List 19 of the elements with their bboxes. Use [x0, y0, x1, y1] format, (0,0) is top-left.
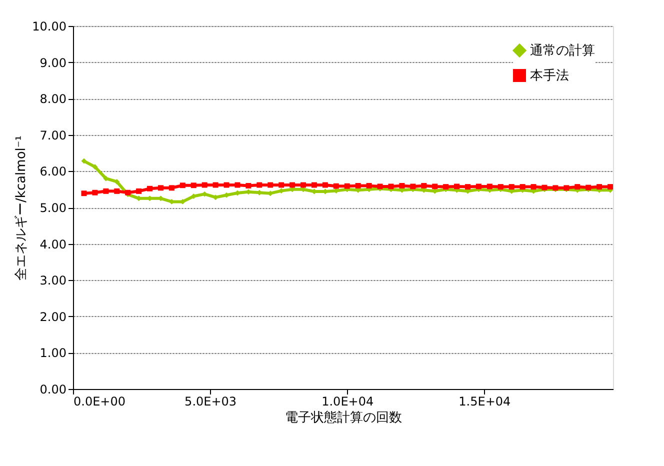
y-tick-label: 7.00 — [40, 128, 66, 142]
y-tick-label: 2.00 — [40, 310, 66, 324]
x-tick-label: 1.5E+04 — [458, 394, 511, 408]
y-axis-title: 全エネルギー/kcalmol⁻¹ — [14, 136, 30, 280]
y-tick-label: 0.00 — [40, 382, 66, 396]
x-axis-title: 電子状態計算の回数 — [285, 410, 402, 426]
x-tick-label: 5.0E+03 — [184, 394, 237, 408]
y-tick-label: 9.00 — [40, 56, 66, 70]
y-tick-label: 5.00 — [40, 201, 66, 215]
y-tick-label: 8.00 — [40, 92, 66, 106]
y-tick-label: 10.00 — [32, 20, 66, 34]
legend-label: 本手法 — [530, 68, 569, 84]
x-tick-label: 1.0E+04 — [322, 394, 374, 408]
y-tick-label: 6.00 — [40, 164, 66, 179]
y-tick-label: 4.00 — [40, 237, 66, 252]
y-tick-label: 1.00 — [40, 346, 66, 360]
y-tick-label: 3.00 — [40, 274, 66, 288]
legend-label: 通常の計算 — [530, 44, 595, 58]
x-tick-label: 0.0E+00 — [74, 394, 126, 408]
